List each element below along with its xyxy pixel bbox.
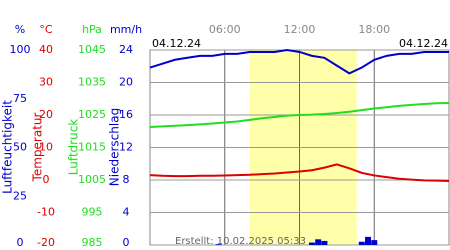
y-tick-label: 0 <box>43 173 50 186</box>
axis-unit: hPa <box>82 23 102 36</box>
axis-unit: mm/h <box>110 23 142 36</box>
footer: Erstellt: 10.02.2025 05:33 <box>175 236 306 247</box>
y-tick-label: 24 <box>119 43 133 56</box>
y-tick-label: 100 <box>10 43 31 56</box>
y-tick-label: -20 <box>37 236 55 249</box>
series-line <box>149 163 450 182</box>
precip-bar <box>365 236 372 245</box>
x-tick-label: 06:00 <box>209 23 241 36</box>
precip-bar <box>321 240 328 245</box>
y-tick-label: 0 <box>123 236 130 249</box>
axis-unit: % <box>15 23 25 36</box>
y-tick-label: 50 <box>13 141 27 154</box>
y-tick-label: 1035 <box>78 76 106 89</box>
date-end: 04.12.24 <box>399 37 448 50</box>
y-tick-label: 1045 <box>78 43 106 56</box>
y-tick-label: 25 <box>13 189 27 202</box>
y-tick-label: 1025 <box>78 108 106 121</box>
y-tick-label: 8 <box>123 173 130 186</box>
axis-name: Niederschlag <box>108 108 122 186</box>
y-tick-label: 75 <box>13 92 27 105</box>
y-tick-label: 20 <box>39 108 53 121</box>
y-tick-label: 12 <box>119 141 133 154</box>
y-tick-label: 30 <box>39 76 53 89</box>
y-tick-label: 995 <box>82 206 103 219</box>
precip-bar <box>371 240 378 245</box>
y-tick-label: 16 <box>119 108 133 121</box>
y-tick-label: 40 <box>39 43 53 56</box>
date-start: 04.12.24 <box>152 37 201 50</box>
y-tick-label: 1015 <box>78 141 106 154</box>
y-tick-label: 10 <box>39 141 53 154</box>
series-line <box>149 48 449 75</box>
y-tick-label: 0 <box>17 236 24 249</box>
precip-bar <box>215 244 222 245</box>
precip-bar <box>308 242 315 245</box>
x-tick-label: 18:00 <box>358 23 390 36</box>
precip-bar <box>315 239 322 245</box>
y-tick-label: -10 <box>37 206 55 219</box>
y-tick-label: 4 <box>123 206 130 219</box>
y-tick-label: 985 <box>82 236 103 249</box>
precip-bar <box>358 241 365 245</box>
y-tick-label: 20 <box>119 76 133 89</box>
x-tick-label: 12:00 <box>284 23 316 36</box>
axis-unit: °C <box>39 23 53 36</box>
series-line <box>149 101 450 129</box>
axis-name: Luftfeuchtigkeit <box>1 100 15 194</box>
y-tick-label: 1005 <box>78 173 106 186</box>
axis-name: Temperatur <box>31 112 45 182</box>
axis-name: Luftdruck <box>67 119 81 176</box>
